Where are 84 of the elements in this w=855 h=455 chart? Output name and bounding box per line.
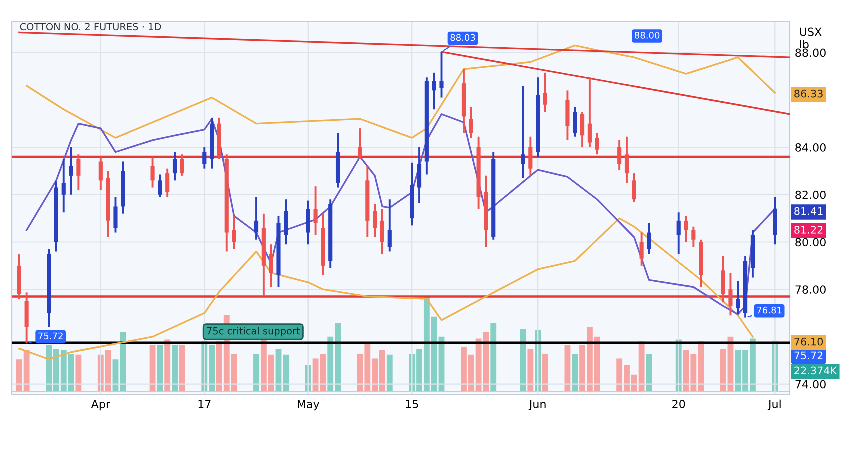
annotation: 88.03 <box>450 34 476 42</box>
x-tick-label: 20 <box>672 400 686 408</box>
candlestick <box>180 154 184 177</box>
bar <box>150 345 156 392</box>
bar <box>528 349 534 392</box>
y-axis-title: USX lb <box>800 28 822 49</box>
candlestick <box>358 128 362 160</box>
candlestick <box>114 196 118 234</box>
candlestick <box>624 136 630 184</box>
x-tick-label: 17 <box>198 400 211 408</box>
candlestick <box>543 72 548 113</box>
bar <box>564 345 571 392</box>
candlestick <box>158 174 162 198</box>
candlestick <box>580 111 585 148</box>
candlestick <box>632 172 636 203</box>
y-tick-label: 88.00 <box>796 48 826 58</box>
bar <box>542 354 548 392</box>
candlestick <box>62 158 66 214</box>
candlestick <box>388 198 392 253</box>
candlestick <box>736 280 740 316</box>
candlestick <box>380 208 385 256</box>
candlestick <box>432 72 436 111</box>
candlestick <box>373 203 378 238</box>
y-tick-label: 84.00 <box>796 143 826 152</box>
x-tick-label: Jul <box>768 400 781 411</box>
ref-line-label: 75c critical support <box>207 327 300 337</box>
y-tick-label: 78.00 <box>796 286 826 294</box>
candlestick <box>647 222 652 256</box>
candlestick <box>676 212 681 256</box>
candlestick <box>76 154 81 192</box>
bar <box>179 345 186 392</box>
candlestick <box>417 146 422 204</box>
candlestick <box>528 136 533 177</box>
candlestick <box>69 146 74 196</box>
candlestick <box>254 196 259 241</box>
bar <box>572 354 578 392</box>
candlestick <box>232 215 236 250</box>
annotation: 88.00 <box>635 32 660 39</box>
y-tick-label: 82.00 <box>796 190 826 200</box>
bar <box>254 354 260 392</box>
candlestick <box>306 200 310 246</box>
candlestick <box>314 186 318 236</box>
x-tick-label: 15 <box>406 400 418 408</box>
candlestick <box>166 168 170 198</box>
x-tick-label: Jun <box>528 400 546 411</box>
candlestick <box>618 139 622 171</box>
bar <box>164 340 171 392</box>
bar <box>490 324 497 392</box>
chart-title: COTTON NO. 2 FUTURES · 1D <box>20 23 162 31</box>
x-tick-label: Apr <box>91 400 111 411</box>
text: 22.374K <box>794 366 838 375</box>
y-tick-label: 74.00 <box>796 380 826 389</box>
text: 75.72 <box>794 352 823 360</box>
annotation: 75.72 <box>38 332 63 340</box>
candlestick <box>521 84 526 180</box>
text: 86.33 <box>794 90 823 98</box>
candlestick <box>469 106 474 140</box>
candlestick <box>728 272 733 317</box>
text: 76.10 <box>794 338 824 346</box>
candlestick <box>692 226 696 248</box>
bar <box>386 354 393 392</box>
candlestick <box>150 156 155 189</box>
candlestick <box>440 51 444 99</box>
x-tick-label: May <box>298 400 320 411</box>
line-series <box>18 218 754 360</box>
candlestick <box>284 198 288 246</box>
bar <box>76 354 82 392</box>
text: 81.41 <box>794 207 823 216</box>
candlestick <box>98 156 103 192</box>
text: 81.22 <box>794 226 823 234</box>
candlestick <box>595 132 600 156</box>
y-tick-label: 80.00 <box>796 238 826 247</box>
candlestick <box>684 215 688 244</box>
candlestick <box>172 151 178 182</box>
candlestick <box>721 255 726 304</box>
candlestick <box>573 106 578 138</box>
candlestick <box>640 232 644 267</box>
bar <box>172 345 178 392</box>
candlestick <box>202 146 207 170</box>
candlestick <box>588 76 592 148</box>
bar <box>157 345 164 392</box>
candlestick <box>269 244 274 288</box>
annotation: 76.81 <box>757 306 782 314</box>
line-series <box>26 44 776 139</box>
